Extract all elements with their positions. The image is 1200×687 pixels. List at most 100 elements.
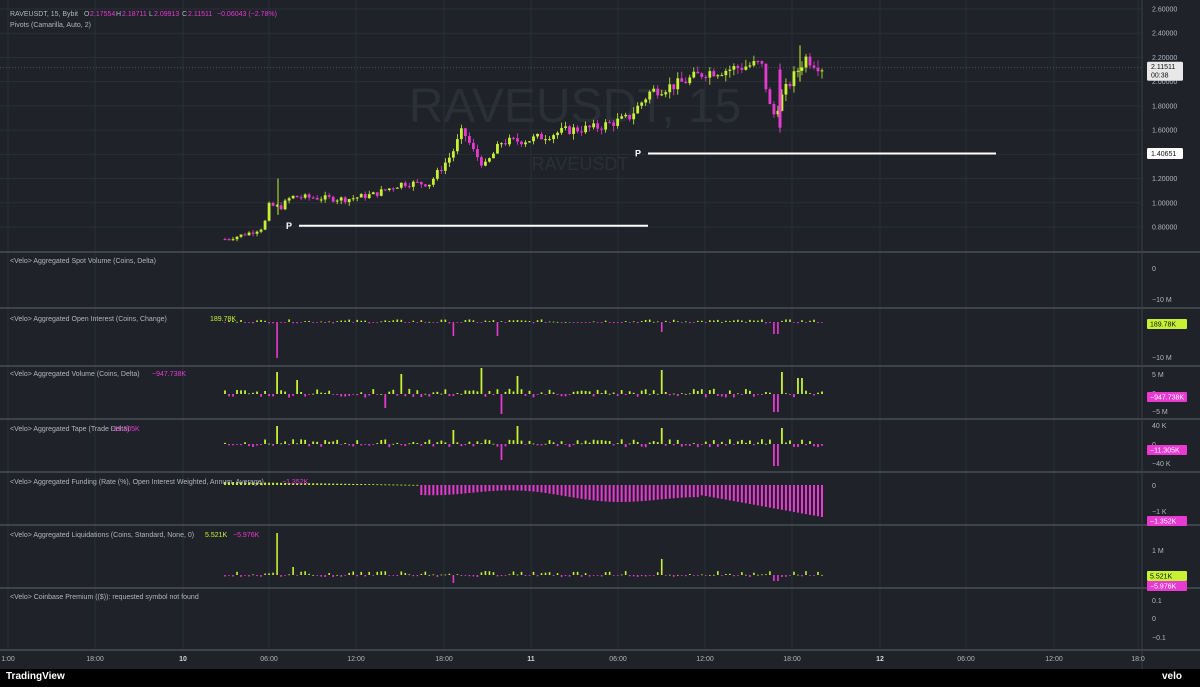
low-value: 2.09913 bbox=[154, 11, 179, 18]
indicator-bar bbox=[428, 485, 431, 496]
price-axis[interactable]: 2.60000 2.40000 2.20000 2.00000 1.80000 1.600… bbox=[1147, 7, 1183, 232]
pane-axes: 0−10 M−10 M5 M0−5 M40 K0−40 K0−1 K1 M00.… bbox=[1152, 266, 1172, 642]
indicator-bar bbox=[364, 484, 367, 485]
indicator-bar bbox=[588, 485, 591, 500]
indicator-bar bbox=[777, 444, 779, 466]
indicator-bar bbox=[492, 320, 495, 322]
indicator-bar bbox=[604, 440, 607, 444]
indicator-bar bbox=[392, 320, 395, 322]
indicator-bar bbox=[532, 322, 535, 324]
symbol-label: RAVEUSDT, 15, Bybit bbox=[10, 11, 78, 18]
indicator-bar bbox=[600, 575, 603, 577]
indicator-bar bbox=[584, 440, 587, 444]
indicator-bar bbox=[568, 394, 571, 395]
candle-body bbox=[251, 232, 255, 234]
indicator-bar bbox=[752, 444, 755, 446]
indicator-bar bbox=[560, 575, 563, 577]
indicator-bar bbox=[460, 322, 463, 323]
price-tick: 1.60000 bbox=[1152, 128, 1177, 135]
indicator-bar bbox=[756, 485, 759, 506]
indicator-bar bbox=[620, 485, 623, 503]
indicator-bar bbox=[480, 368, 483, 394]
indicator-bar bbox=[540, 444, 543, 446]
pane-title: <Velo> Coinbase Premium (($)): requested… bbox=[10, 594, 199, 601]
trading-chart[interactable]: RAVEUSDT, 15 RAVEUSDT PP RAVEUSDT, 15, B… bbox=[0, 0, 1200, 669]
value-badge bbox=[1147, 445, 1187, 455]
candle-body bbox=[363, 194, 367, 199]
indicator-bar bbox=[372, 389, 375, 394]
indicator-bar bbox=[632, 321, 635, 323]
candle-body bbox=[816, 67, 820, 72]
indicator-bar bbox=[248, 444, 250, 447]
indicator-bar bbox=[572, 444, 575, 446]
pane-tick: 40 K bbox=[1152, 423, 1167, 430]
indicator-bar bbox=[676, 574, 679, 576]
pivot-price-badge bbox=[1147, 148, 1183, 160]
candle-body bbox=[636, 105, 640, 114]
price-tick: 2.60000 bbox=[1152, 7, 1177, 14]
indicator-bar bbox=[708, 390, 711, 394]
indicator-bar bbox=[769, 439, 771, 444]
indicator-bar bbox=[792, 485, 795, 512]
candle-body bbox=[355, 197, 359, 199]
candle-body bbox=[688, 77, 692, 84]
open-label: O bbox=[84, 11, 90, 18]
indicator-bar bbox=[664, 320, 667, 322]
indicator-bar bbox=[492, 394, 495, 396]
indicator-bar bbox=[764, 485, 767, 507]
velo-logo[interactable]: velo bbox=[1161, 671, 1182, 682]
indicator-bar bbox=[548, 440, 551, 444]
indicator-bar bbox=[480, 572, 483, 575]
indicator-bar bbox=[572, 391, 575, 394]
candle-body bbox=[652, 88, 656, 92]
time-label: 18:0 bbox=[1131, 656, 1145, 663]
indicator-bar bbox=[668, 322, 671, 323]
indicator-bar bbox=[420, 444, 423, 446]
pane-legend: <Velo> Aggregated Tape (Trade Delta)−11.… bbox=[10, 426, 140, 433]
candle-body bbox=[275, 205, 279, 207]
indicator-bar bbox=[676, 439, 679, 444]
indicator-bar bbox=[680, 575, 683, 576]
indicator-bar bbox=[392, 484, 395, 486]
indicator-bar bbox=[452, 394, 455, 396]
indicator-bar bbox=[456, 393, 459, 394]
indicator-bar bbox=[240, 444, 242, 446]
indicator-bar bbox=[332, 322, 334, 324]
indicator-bar bbox=[488, 485, 491, 492]
close-label: C bbox=[182, 11, 187, 18]
indicator-bar bbox=[276, 426, 278, 444]
change-value: −0.06043 (−2.78%) bbox=[217, 11, 277, 18]
pane-tick: −10 M bbox=[1152, 297, 1172, 304]
indicator-bar bbox=[348, 483, 351, 485]
indicator-bar bbox=[813, 575, 815, 576]
indicator-bar bbox=[276, 482, 279, 485]
indicator-bar bbox=[228, 575, 230, 576]
indicator-bar bbox=[504, 322, 507, 323]
indicator-bar bbox=[312, 322, 314, 323]
indicator-bar bbox=[817, 392, 819, 394]
indicator-bar bbox=[488, 391, 491, 394]
indicator-bar bbox=[228, 394, 230, 397]
candle-body bbox=[383, 189, 387, 191]
indicator-bar bbox=[340, 444, 343, 445]
indicator-bar bbox=[716, 485, 719, 499]
candle-body bbox=[808, 56, 812, 66]
indicator-bar bbox=[452, 430, 455, 444]
indicator-bar bbox=[576, 391, 579, 394]
indicator-bar bbox=[380, 439, 383, 444]
indicator-bar bbox=[292, 567, 294, 575]
pane-tick: 1 M bbox=[1152, 548, 1164, 555]
indicator-bar bbox=[356, 575, 359, 577]
time-axis[interactable]: 1:00 18:00 10 06:00 12:00 18:00 11 06:00 12:00 18… bbox=[1, 656, 1145, 663]
indicator-bar bbox=[280, 443, 282, 445]
indicator-bar bbox=[432, 485, 435, 496]
candle-body bbox=[504, 143, 507, 145]
indicator-bar bbox=[600, 440, 603, 444]
indicator-bar bbox=[805, 390, 807, 394]
indicator-bar bbox=[592, 321, 595, 323]
indicator-bar bbox=[468, 575, 471, 577]
tradingview-logo[interactable]: TradingView bbox=[6, 671, 65, 682]
indicator-bar bbox=[733, 575, 735, 577]
indicator-bar bbox=[252, 322, 254, 324]
indicator-bar bbox=[416, 390, 419, 394]
